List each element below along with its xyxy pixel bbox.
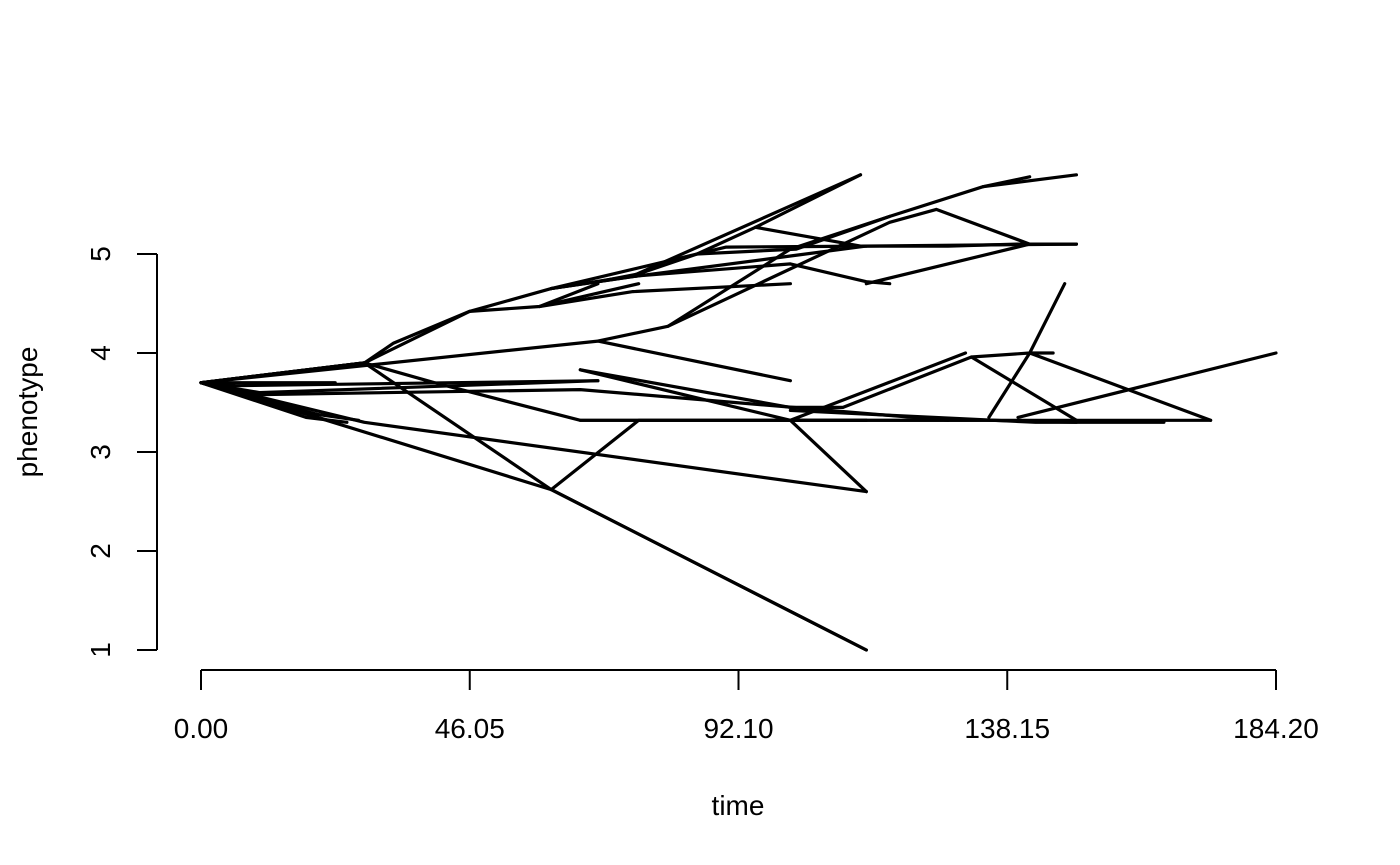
branch-lines (199, 173, 1278, 652)
branch-line-24 (199, 173, 1079, 385)
branch-line-26 (666, 207, 1032, 328)
y-tick-label: 2 (85, 543, 116, 559)
branch-line-4 (199, 381, 868, 494)
branch-line-31 (788, 351, 968, 422)
x-tick-label: 138.15 (964, 713, 1050, 744)
y-tick-label: 1 (85, 642, 116, 658)
x-tick-label: 0.00 (174, 713, 229, 744)
y-axis: 1 2 3 4 5 (85, 246, 158, 658)
y-axis-title: phenotype (12, 347, 43, 478)
branch-line-27 (864, 242, 1032, 286)
branch-line-8 (199, 381, 361, 422)
branch-line-19 (549, 244, 868, 291)
branch-line-32 (969, 355, 1079, 422)
x-tick-label: 92.10 (703, 713, 773, 744)
branch-line-37 (1016, 351, 1278, 419)
x-tick-label: 46.05 (435, 713, 505, 744)
x-tick-label: 184.20 (1233, 713, 1319, 744)
branch-line-38 (864, 418, 1166, 424)
x-axis: 0.00 46.05 92.10 138.15 184.20 (174, 669, 1319, 744)
branch-line-25 (981, 175, 1032, 189)
branch-line-15 (199, 282, 793, 385)
branch-line-1 (199, 381, 868, 652)
y-tick-label: 3 (85, 444, 116, 460)
y-tick-label: 4 (85, 345, 116, 361)
branch-line-28 (596, 339, 793, 383)
x-ticks: 0.00 46.05 92.10 138.15 184.20 (174, 670, 1319, 744)
y-ticks: 1 2 3 4 5 (85, 246, 157, 658)
branch-line-29 (578, 282, 1067, 409)
branch-line-11 (199, 381, 950, 422)
branch-line-17 (537, 282, 641, 309)
branch-line-22 (753, 225, 1079, 248)
x-axis-title: time (712, 790, 765, 821)
branch-line-14 (199, 173, 863, 385)
y-tick-label: 5 (85, 246, 116, 262)
branch-line-7 (199, 381, 349, 424)
